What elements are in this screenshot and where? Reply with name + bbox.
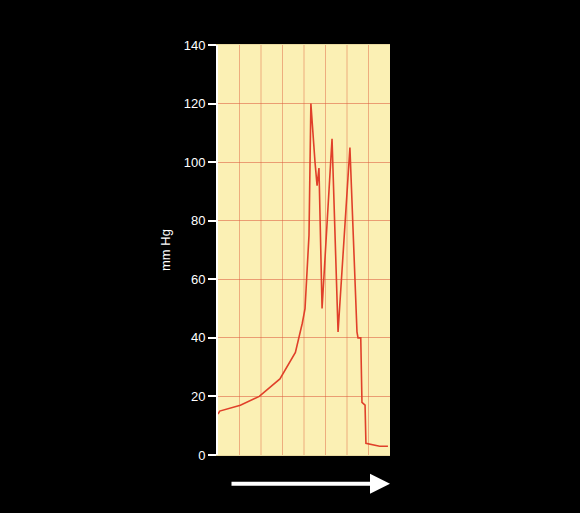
svg-text:60: 60	[191, 272, 205, 287]
svg-text:140: 140	[184, 38, 206, 53]
svg-text:mm Hg: mm Hg	[158, 229, 173, 271]
svg-text:20: 20	[191, 389, 205, 404]
svg-text:80: 80	[191, 213, 205, 228]
svg-text:40: 40	[191, 330, 205, 345]
svg-text:0: 0	[198, 448, 205, 463]
svg-text:120: 120	[184, 96, 206, 111]
svg-text:100: 100	[184, 155, 206, 170]
